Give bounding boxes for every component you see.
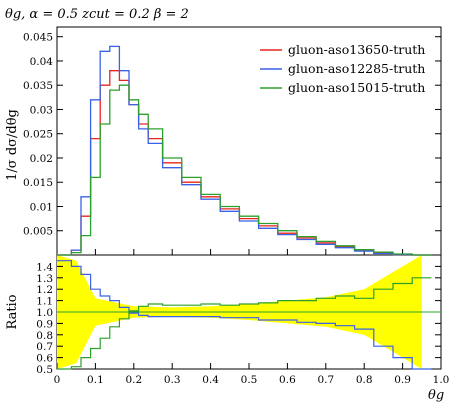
x-tick-label: 0.7 [317,374,334,386]
y-tick-label: 0.035 [23,80,53,92]
x-tick-label: 0.4 [202,374,219,386]
ratio-tick-label: 1.2 [36,284,53,296]
ratio-tick-label: 1.1 [36,296,53,308]
ratio-tick-label: 0.9 [36,318,53,330]
series-line-gluon-aso15015-truth [57,85,431,255]
y-tick-label: 0.005 [23,226,53,238]
y-tick-label: 0.03 [30,104,53,116]
ratio-tick-label: 1.3 [36,273,53,285]
y-tick-label: 0.025 [23,129,53,141]
series-line-gluon-aso12285-truth [57,46,431,255]
ratio-axis-label: Ratio [5,294,20,329]
ratio-tick-label: 0.7 [36,341,53,353]
x-tick-label: 0.5 [241,374,258,386]
y-tick-label: 0.02 [30,153,53,165]
ratio-tick-label: 1.4 [36,261,53,273]
x-tick-label: 0.1 [87,374,104,386]
chart-title: θg, α = 0.5 zcut = 0.2 β = 2 [5,7,189,22]
y-tick-label: 0.04 [30,56,54,68]
x-tick-label: 0.6 [279,374,296,386]
ratio-tick-label: 1.0 [36,307,53,319]
y-tick-label: 0.01 [30,201,53,213]
ratio-tick-label: 0.6 [36,353,53,365]
series-line-gluon-aso13650-truth [57,71,431,255]
y-axis-label: 1/σ dσ/dθg [5,109,20,181]
x-tick-label: 0 [54,374,61,386]
legend-label-aso15015: gluon-aso15015-truth [288,80,425,95]
x-tick-label: 0.2 [125,374,142,386]
x-tick-label: 1.0 [433,374,450,386]
x-tick-label: 0.9 [394,374,411,386]
x-tick-label: 0.3 [164,374,181,386]
x-axis-label: θg [428,388,444,403]
y-tick-label: 0.045 [23,32,53,44]
x-tick-label: 0.8 [356,374,373,386]
ratio-tick-label: 0.5 [36,364,53,376]
ratio-tick-label: 0.8 [36,330,53,342]
y-tick-label: 0.015 [23,177,53,189]
legend-label-aso13650: gluon-aso13650-truth [288,42,425,57]
legend-label-aso12285: gluon-aso12285-truth [288,61,425,76]
main-series-group [57,46,431,255]
legend: gluon-aso13650-truth gluon-aso12285-trut… [260,42,425,95]
